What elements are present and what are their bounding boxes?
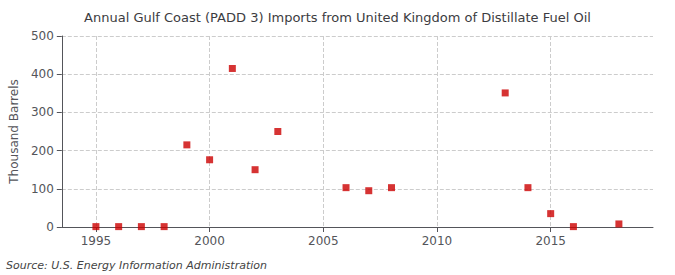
svg-text:200: 200 [31, 144, 54, 158]
svg-text:2010: 2010 [422, 234, 453, 248]
svg-text:Source: U.S. Energy Informatio: Source: U.S. Energy Information Administ… [6, 259, 267, 272]
svg-text:500: 500 [31, 29, 54, 43]
svg-text:400: 400 [31, 67, 54, 81]
svg-text:100: 100 [31, 182, 54, 196]
svg-text:2005: 2005 [308, 234, 339, 248]
svg-text:Annual Gulf Coast (PADD 3) Imp: Annual Gulf Coast (PADD 3) Imports from … [84, 10, 591, 25]
svg-text:1995: 1995 [81, 234, 112, 248]
svg-text:Thousand Barrels: Thousand Barrels [7, 79, 21, 184]
svg-text:300: 300 [31, 105, 54, 119]
svg-text:2015: 2015 [535, 234, 566, 248]
svg-text:0: 0 [46, 220, 54, 234]
svg-text:2000: 2000 [194, 234, 225, 248]
